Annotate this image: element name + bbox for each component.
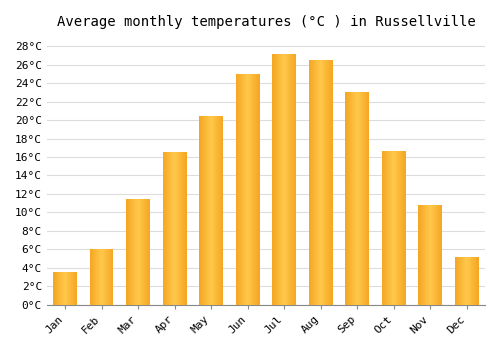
Title: Average monthly temperatures (°C ) in Russellville: Average monthly temperatures (°C ) in Ru…: [56, 15, 476, 29]
